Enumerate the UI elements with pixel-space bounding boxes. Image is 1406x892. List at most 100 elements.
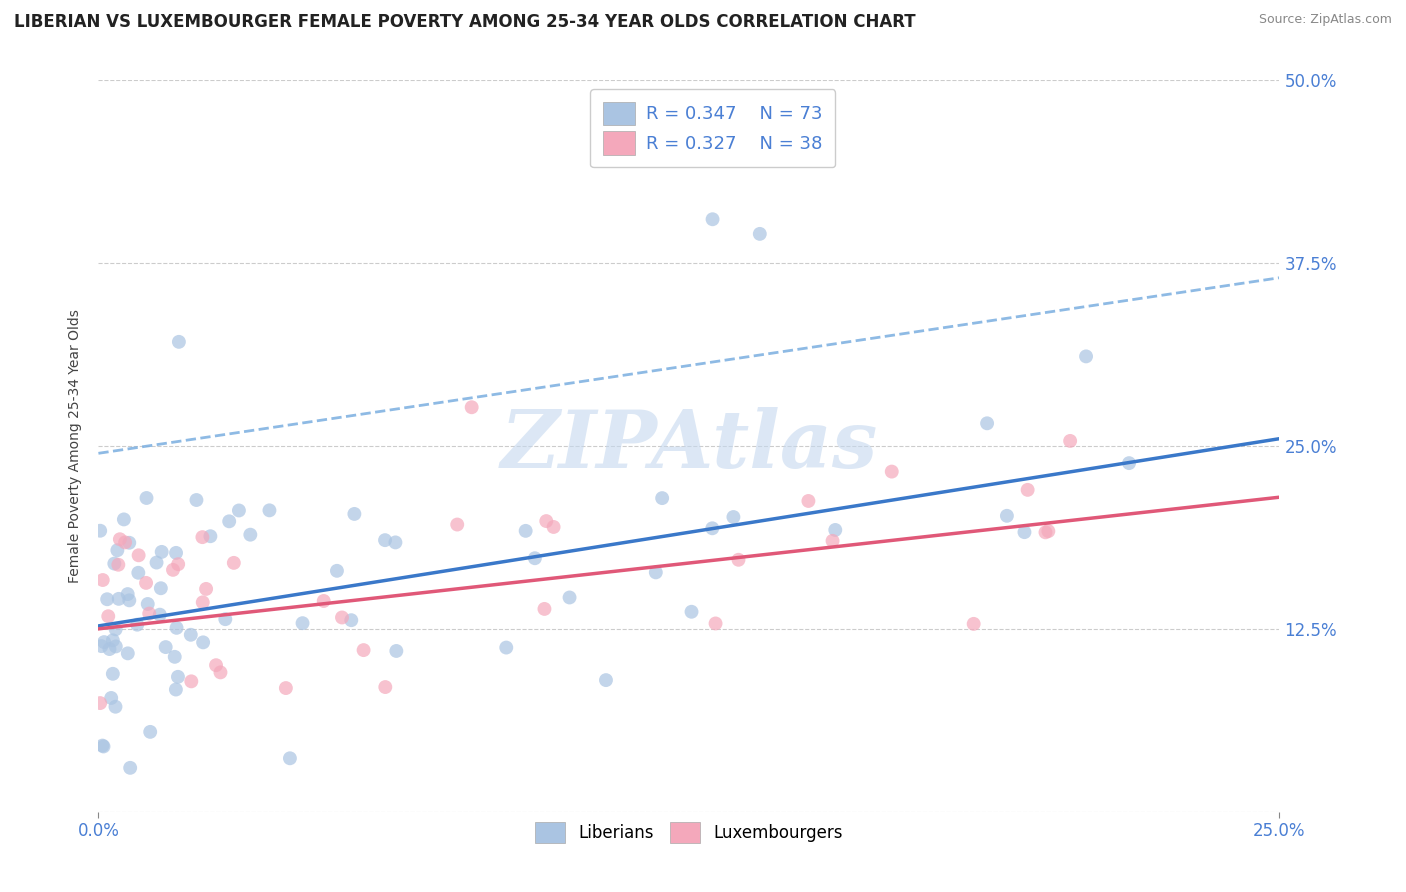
Point	[104, 640, 127, 654]
Point	[330, 610, 353, 624]
Point	[93, 739, 115, 754]
Point	[145, 556, 167, 570]
Point	[291, 616, 314, 631]
Point	[312, 594, 335, 608]
Point	[495, 640, 517, 655]
Point	[1038, 524, 1060, 538]
Point	[195, 582, 218, 596]
Legend: Liberians, Luxembourgers: Liberians, Luxembourgers	[523, 810, 855, 855]
Point	[536, 514, 558, 528]
Point	[180, 674, 202, 689]
Point	[543, 520, 565, 534]
Point	[91, 739, 114, 753]
Point	[205, 658, 228, 673]
Point	[89, 524, 111, 538]
Point	[128, 549, 150, 563]
Point	[105, 543, 128, 558]
Point	[515, 524, 537, 538]
Point	[384, 535, 406, 549]
Point	[138, 607, 160, 621]
Point	[112, 512, 135, 526]
Point	[1074, 350, 1097, 364]
Point	[191, 635, 214, 649]
Point	[278, 751, 301, 765]
Point	[259, 503, 281, 517]
Text: LIBERIAN VS LUXEMBOURGER FEMALE POVERTY AMONG 25-34 YEAR OLDS CORRELATION CHART: LIBERIAN VS LUXEMBOURGER FEMALE POVERTY …	[14, 13, 915, 31]
Point	[135, 491, 157, 505]
Point	[976, 417, 998, 431]
Point	[228, 503, 250, 517]
Point	[209, 665, 232, 680]
Point	[89, 696, 111, 710]
Point	[558, 591, 581, 605]
Point	[167, 334, 190, 349]
Point	[149, 581, 172, 595]
Point	[748, 227, 770, 241]
Point	[214, 612, 236, 626]
Point	[180, 628, 202, 642]
Point	[595, 673, 617, 687]
Point	[120, 761, 142, 775]
Point	[681, 605, 703, 619]
Point	[165, 546, 187, 560]
Point	[533, 602, 555, 616]
Point	[523, 551, 546, 566]
Point	[136, 597, 159, 611]
Point	[1017, 483, 1039, 497]
Point	[880, 465, 903, 479]
Point	[107, 591, 129, 606]
Y-axis label: Female Poverty Among 25-34 Year Olds: Female Poverty Among 25-34 Year Olds	[69, 309, 83, 583]
Point	[101, 633, 124, 648]
Point	[114, 535, 136, 549]
Point	[995, 508, 1018, 523]
Point	[723, 510, 745, 524]
Point	[150, 545, 173, 559]
Point	[340, 613, 363, 627]
Point	[191, 530, 214, 544]
Point	[117, 646, 139, 660]
Point	[374, 680, 396, 694]
Point	[101, 666, 124, 681]
Point	[135, 575, 157, 590]
Point	[127, 617, 149, 632]
Point	[163, 649, 186, 664]
Point	[127, 566, 149, 580]
Point	[107, 558, 129, 572]
Point	[165, 682, 187, 697]
Point	[108, 533, 131, 547]
Point	[1059, 434, 1081, 448]
Point	[93, 635, 115, 649]
Point	[446, 517, 468, 532]
Point	[326, 564, 349, 578]
Point	[167, 670, 190, 684]
Point	[824, 523, 846, 537]
Point	[1118, 456, 1140, 470]
Point	[460, 401, 482, 415]
Point	[191, 595, 214, 609]
Point	[139, 724, 162, 739]
Point	[651, 491, 673, 505]
Point	[166, 621, 188, 635]
Point	[96, 592, 118, 607]
Point	[117, 587, 139, 601]
Point	[200, 529, 222, 543]
Point	[98, 642, 121, 657]
Point	[104, 622, 127, 636]
Text: ZIPAtlas: ZIPAtlas	[501, 408, 877, 484]
Point	[374, 533, 396, 548]
Point	[91, 573, 114, 587]
Point	[821, 533, 844, 548]
Point	[186, 493, 208, 508]
Point	[385, 644, 408, 658]
Point	[155, 640, 177, 654]
Point	[727, 553, 749, 567]
Point	[704, 616, 727, 631]
Point	[100, 690, 122, 705]
Point	[963, 616, 986, 631]
Point	[702, 212, 724, 227]
Point	[1014, 525, 1036, 540]
Point	[149, 607, 172, 622]
Point	[1035, 525, 1057, 540]
Point	[797, 494, 820, 508]
Point	[104, 699, 127, 714]
